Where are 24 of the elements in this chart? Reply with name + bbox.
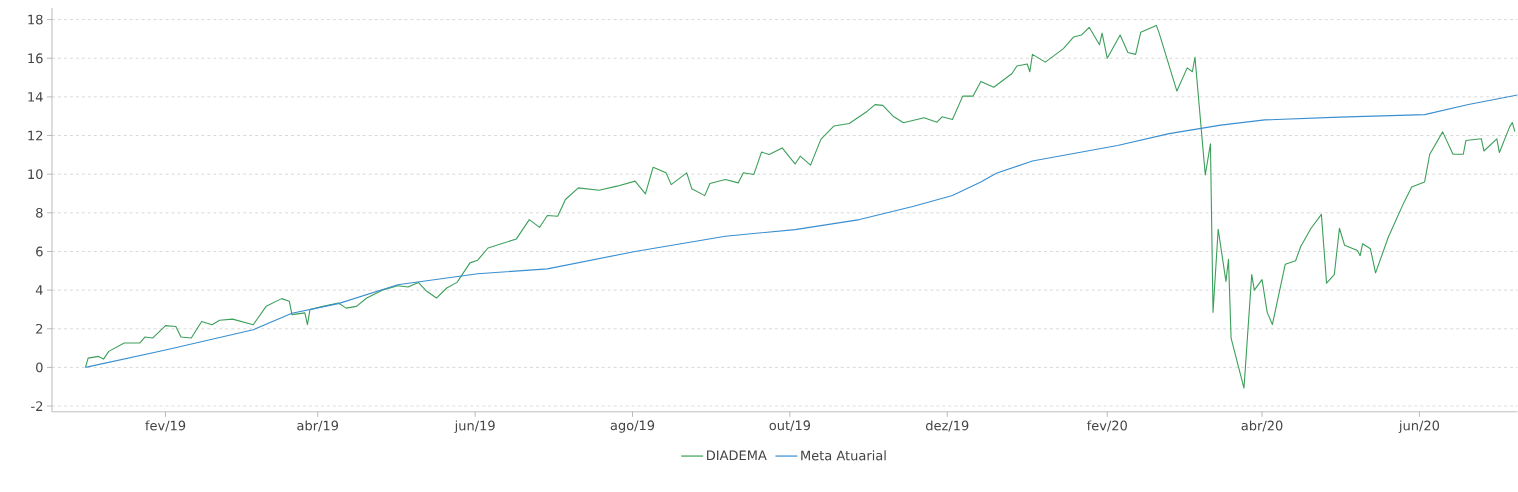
- y-tick-label: 12: [28, 130, 43, 141]
- y-tick-label: -2: [31, 401, 43, 411]
- x-tick-label: ago/19: [610, 420, 655, 433]
- x-tick-label: dez/19: [926, 420, 969, 432]
- legend-label: DIADEMA: [707, 450, 767, 461]
- y-tick-label: 2: [36, 324, 43, 334]
- y-tick-label: 10: [28, 169, 43, 180]
- y-tick-label: 6: [36, 246, 43, 257]
- x-tick-label: jun/19: [454, 420, 495, 434]
- y-tick-label: 8: [36, 207, 43, 218]
- y-tick-label: 18: [28, 14, 43, 25]
- y-tick-label: 14: [28, 92, 43, 102]
- y-tick-label: 0: [36, 362, 43, 373]
- legend-label: Meta Atuarial: [801, 450, 886, 461]
- y-tick-label: 16: [28, 53, 43, 64]
- x-tick-label: abr/19: [297, 420, 339, 432]
- line-series: [84, 94, 1518, 369]
- x-tick-label: out/19: [769, 420, 811, 432]
- line-series: [84, 24, 1516, 389]
- x-tick-label: fev/20: [1086, 420, 1127, 432]
- x-tick-label: abr/20: [1241, 420, 1283, 432]
- x-tick-label: fev/19: [145, 420, 186, 432]
- y-tick-label: 4: [35, 285, 43, 295]
- x-tick-label: jun/20: [1398, 420, 1440, 434]
